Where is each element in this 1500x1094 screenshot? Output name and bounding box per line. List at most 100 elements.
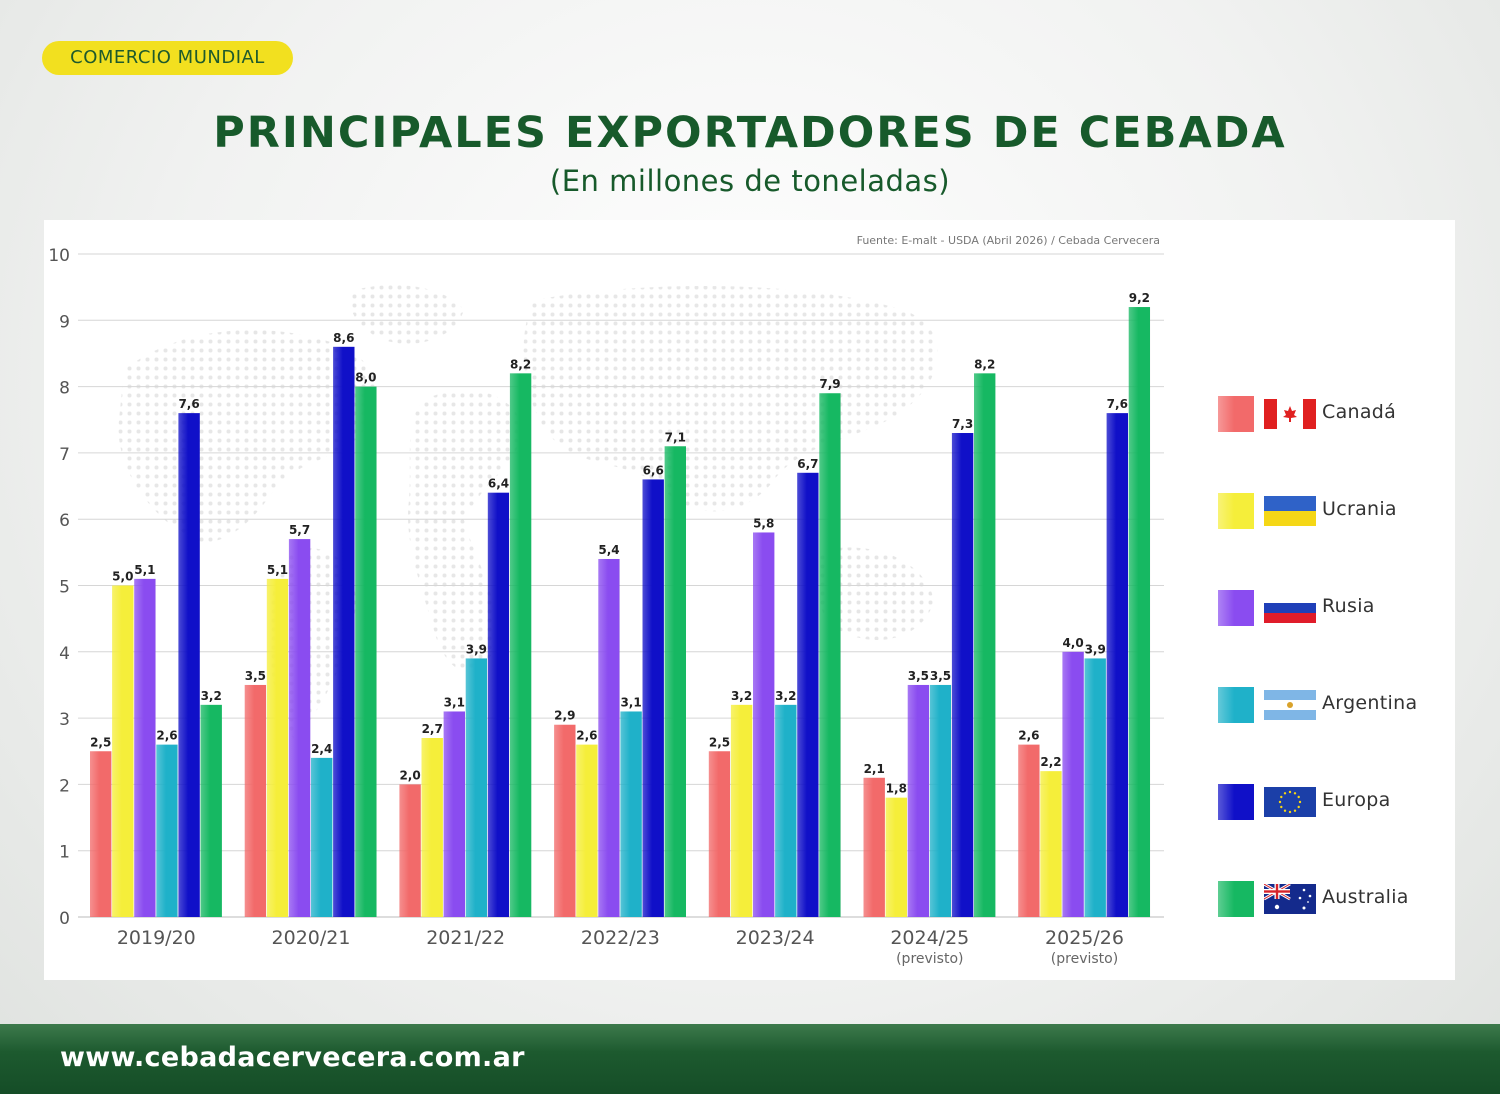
y-tick-label: 10 (48, 246, 70, 266)
canada-flag-icon (1264, 399, 1316, 429)
y-tick-label: 8 (59, 379, 70, 399)
bar-value-label: 9,2 (1129, 291, 1150, 305)
bar-russia-0 (134, 578, 156, 917)
y-tick-label: 7 (59, 445, 70, 465)
bar-value-label: 7,1 (665, 430, 686, 444)
bar-value-label: 2,4 (311, 742, 332, 756)
bar-australia-1 (355, 386, 377, 918)
bar-value-label: 6,6 (643, 463, 664, 477)
bar-canada-4 (708, 751, 731, 917)
bar-canada-2 (399, 784, 421, 917)
y-tick-label: 5 (59, 578, 70, 598)
bar-australia-2 (509, 373, 532, 918)
legend-swatch-europa (1218, 784, 1254, 820)
y-tick-label: 6 (59, 511, 70, 531)
bar-value-label: 2,9 (554, 709, 575, 723)
bar-value-label: 5,1 (267, 563, 288, 577)
argentina-flag-icon (1264, 690, 1316, 720)
bar-value-label: 3,5 (930, 669, 951, 683)
bar-value-label: 8,2 (510, 357, 531, 371)
legend-label-rusia: Rusia (1322, 595, 1375, 617)
chart-panel: 0 1 2 3 4 5 6 7 8 9 10 2,5 5,0 5,1 2,6 7,6 3,2 2019/20 3,5… (44, 220, 1455, 980)
x-tick-label: 2023/24 (736, 927, 815, 949)
bar-russia-2 (443, 711, 465, 917)
bar-argentina-5 (929, 684, 952, 917)
bar-australia-5 (974, 373, 996, 918)
bar-value-label: 2,1 (864, 762, 885, 776)
bar-argentina-2 (465, 658, 488, 917)
bar-value-label: 3,5 (245, 669, 266, 683)
bar-eu-5 (951, 433, 974, 917)
bar-value-label: 3,2 (775, 689, 796, 703)
bar-value-label: 3,2 (731, 689, 752, 703)
bar-value-label: 7,3 (952, 417, 973, 431)
bar-value-label: 4,0 (1062, 636, 1083, 650)
australia-flag-icon (1264, 884, 1316, 914)
footer-bar: www.cebadacervecera.com.ar (0, 1024, 1500, 1094)
bar-ukraine-4 (730, 704, 753, 917)
bar-value-label: 3,1 (620, 695, 641, 709)
x-tick-label: 2025/26 (1045, 927, 1124, 949)
bar-value-label: 2,6 (576, 729, 597, 743)
bar-ukraine-0 (112, 585, 134, 917)
y-tick-label: 1 (59, 843, 70, 863)
russia-flag-icon (1264, 593, 1316, 623)
bar-russia-6 (1062, 651, 1084, 917)
bar-value-label: 6,7 (797, 457, 818, 471)
legend-label-ucrania: Ucrania (1322, 498, 1397, 520)
y-tick-label: 2 (59, 776, 70, 796)
x-tick-label: 2021/22 (426, 927, 505, 949)
bar-value-label: 8,6 (333, 331, 354, 345)
legend-label-australia: Australia (1322, 886, 1409, 908)
bar-canada-5 (863, 777, 885, 917)
legend-label-europa: Europa (1322, 789, 1391, 811)
bar-value-label: 3,9 (466, 642, 487, 656)
y-tick-label: 4 (59, 644, 70, 664)
bar-argentina-4 (775, 704, 797, 917)
bar-russia-1 (288, 539, 311, 917)
bar-eu-4 (797, 472, 819, 917)
bar-australia-3 (664, 446, 686, 917)
x-tick-note: (previsto) (1051, 951, 1118, 967)
bar-russia-4 (753, 532, 775, 917)
bar-canada-1 (244, 684, 267, 917)
bar-value-label: 3,9 (1085, 642, 1106, 656)
bar-eu-3 (642, 479, 664, 917)
bar-russia-3 (598, 558, 620, 917)
bar-ukraine-1 (266, 578, 289, 917)
bar-australia-6 (1128, 307, 1151, 917)
bar-canada-6 (1018, 744, 1040, 917)
eu-flag-icon (1264, 787, 1316, 817)
bar-value-label: 2,6 (1018, 729, 1039, 743)
ukraine-flag-icon (1264, 496, 1316, 526)
bar-eu-1 (333, 346, 355, 917)
bar-canada-0 (90, 751, 112, 917)
page-subtitle: (En millones de toneladas) (549, 164, 951, 198)
bar-value-label: 3,1 (444, 695, 465, 709)
bar-canada-3 (554, 724, 576, 917)
bar-value-label: 6,4 (488, 477, 509, 491)
x-tick-note: (previsto) (896, 951, 963, 967)
bar-value-label: 3,5 (908, 669, 929, 683)
footer-website-link[interactable]: www.cebadacervecera.com.ar (60, 1042, 525, 1073)
y-tick-label: 0 (59, 909, 70, 929)
bar-ukraine-6 (1040, 771, 1062, 917)
legend-label-canada: Canadá (1322, 401, 1397, 423)
bar-value-label: 2,5 (90, 735, 111, 749)
y-tick-label: 3 (59, 710, 70, 730)
bar-value-label: 8,0 (355, 371, 376, 385)
bar-value-label: 5,7 (289, 523, 310, 537)
bar-argentina-0 (156, 744, 178, 917)
bar-eu-2 (487, 492, 510, 917)
bar-argentina-6 (1084, 658, 1106, 917)
bar-eu-0 (178, 413, 200, 917)
bar-value-label: 5,8 (753, 516, 774, 530)
x-tick-label: 2022/23 (581, 927, 660, 949)
bar-value-label: 1,8 (886, 782, 907, 796)
section-badge: COMERCIO MUNDIAL (42, 41, 293, 75)
x-tick-label: 2020/21 (272, 927, 351, 949)
bar-value-label: 7,9 (819, 377, 840, 391)
legend-swatch-australia (1218, 881, 1254, 917)
page-title: PRINCIPALES EXPORTADORES DE CEBADA (213, 108, 1287, 158)
bar-eu-6 (1106, 413, 1128, 917)
